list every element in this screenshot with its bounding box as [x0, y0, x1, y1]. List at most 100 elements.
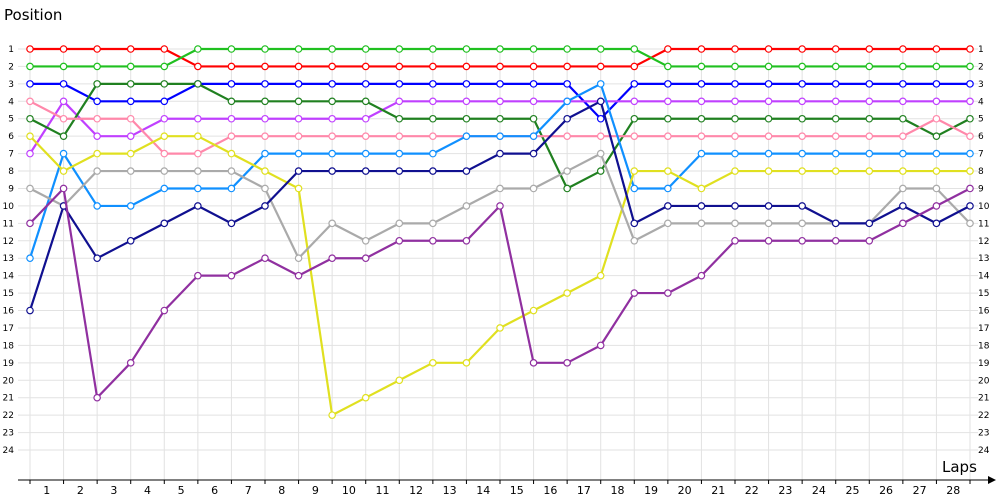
data-point [596, 62, 605, 71]
data-point [966, 202, 974, 210]
data-point [26, 149, 34, 158]
data-point [529, 45, 538, 53]
y-tick-label-right: 17 [978, 324, 989, 334]
y-tick-label-right: 19 [978, 359, 990, 369]
data-point [731, 132, 739, 140]
x-tick-label: 23 [778, 484, 792, 497]
data-point [294, 80, 303, 88]
data-point [361, 132, 370, 140]
data-point [899, 62, 907, 71]
data-point [194, 80, 202, 88]
y-tick-label-left: 11 [3, 219, 14, 229]
x-tick-label: 22 [745, 484, 759, 497]
data-point [26, 45, 34, 53]
data-point [227, 219, 236, 228]
data-point [328, 80, 336, 88]
data-point [227, 80, 236, 88]
data-point [596, 149, 605, 158]
data-point [563, 359, 571, 367]
data-point [328, 254, 336, 263]
data-point [966, 184, 974, 193]
data-point [731, 236, 739, 245]
x-tick-label: 17 [577, 484, 591, 497]
data-point [529, 149, 538, 158]
data-point [596, 114, 605, 123]
data-point [160, 184, 169, 193]
data-point [697, 132, 706, 140]
y-tick-label-right: 10 [978, 202, 990, 212]
data-point [261, 97, 269, 106]
data-point [563, 289, 571, 297]
data-point [227, 114, 236, 123]
data-point [798, 97, 806, 106]
data-point [697, 97, 706, 106]
data-point [227, 45, 236, 53]
data-point [798, 219, 806, 228]
data-point [697, 184, 706, 193]
data-point [395, 45, 404, 53]
data-point [59, 149, 68, 158]
data-point [966, 62, 974, 71]
data-point [865, 62, 874, 71]
data-point [429, 149, 437, 158]
data-point [899, 149, 907, 158]
data-point [664, 45, 672, 53]
data-point [865, 132, 874, 140]
data-point [462, 132, 471, 140]
y-tick-label-left: 22 [3, 411, 14, 421]
data-point [194, 202, 202, 210]
x-tick-label: 21 [711, 484, 725, 497]
data-point [563, 167, 571, 175]
data-point [529, 114, 538, 123]
data-point [798, 236, 806, 245]
data-point [361, 80, 370, 88]
data-point [630, 236, 639, 245]
x-tick-label: 2 [77, 484, 84, 497]
data-point [831, 62, 840, 71]
data-point [395, 114, 404, 123]
data-point [361, 149, 370, 158]
data-point [294, 271, 303, 280]
x-tick-label: 25 [846, 484, 860, 497]
data-point [261, 149, 269, 158]
x-tick-label: 11 [376, 484, 390, 497]
data-point [395, 167, 404, 175]
y-tick-label-left: 16 [3, 307, 15, 317]
data-point [361, 62, 370, 71]
data-point [294, 62, 303, 71]
data-point [831, 132, 840, 140]
data-point [26, 132, 34, 140]
data-point [798, 45, 806, 53]
data-point [93, 202, 101, 210]
data-point [395, 132, 404, 140]
y-tick-label-right: 4 [978, 97, 984, 107]
y-tick-label-left: 24 [3, 446, 15, 456]
data-point [798, 114, 806, 123]
data-point [429, 80, 437, 88]
data-point [194, 132, 202, 140]
data-point [697, 219, 706, 228]
data-point [328, 97, 336, 106]
data-point [899, 132, 907, 140]
data-point [227, 184, 236, 193]
data-point [26, 97, 34, 106]
data-point [697, 271, 706, 280]
data-point [93, 393, 101, 402]
data-point [932, 219, 941, 228]
data-point [59, 97, 68, 106]
data-point [932, 132, 941, 140]
data-point [93, 45, 101, 53]
data-point [865, 149, 874, 158]
data-point [496, 324, 504, 332]
data-point [697, 62, 706, 71]
data-point [529, 184, 538, 193]
data-point [261, 132, 269, 140]
data-point [831, 219, 840, 228]
data-point [361, 97, 370, 106]
x-tick-label: 3 [110, 484, 117, 497]
data-point [831, 149, 840, 158]
x-tick-label: 16 [543, 484, 557, 497]
data-point [59, 45, 68, 53]
x-tick-label: 28 [946, 484, 960, 497]
data-point [126, 62, 135, 71]
